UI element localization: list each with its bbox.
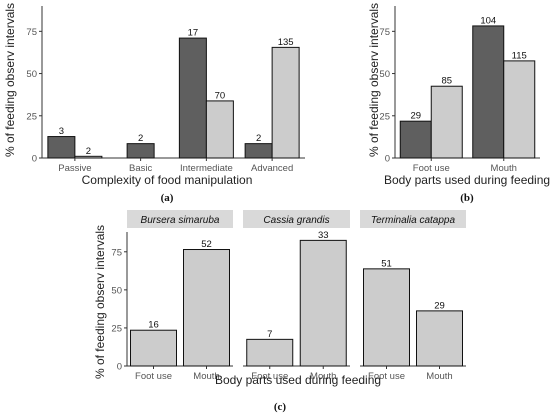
- panel-b-y-tick-label: 0: [385, 154, 390, 165]
- panel-c-facet-3-data-label: 29: [434, 300, 445, 311]
- panel-a-y-tick-label: 75: [26, 27, 37, 38]
- panel-c-y-tick-label: 25: [111, 323, 122, 334]
- panel-c-ylabel: % of feeding observ intervals: [93, 225, 107, 379]
- panel-a-xlabel: Complexity of food manipulation: [82, 173, 253, 187]
- panel-b-xlabel: Body parts used during feeding: [384, 173, 550, 187]
- panel-c-facet-2-data-label: 33: [318, 230, 329, 241]
- panel-a-caption: (a): [161, 192, 174, 204]
- panel-a-data-label: 70: [215, 90, 226, 101]
- panel-c-facet-2-x-tick-label: Foot use: [251, 371, 288, 382]
- panel-c-facet-3-title: Terminalia catappa: [371, 215, 456, 226]
- panel-c-facet-3-strip: [360, 210, 466, 228]
- panel-b-data-label: 85: [441, 76, 452, 87]
- panel-a-x-tick-label: Basic: [129, 163, 152, 174]
- panel-c-facet-1-data-label: 52: [201, 239, 212, 250]
- panel-a-bar: [205, 100, 234, 159]
- panel-b-bar: [430, 85, 463, 159]
- panel-c-facet-2-bar: [299, 239, 347, 367]
- panel-b-x-tick-label: Foot use: [413, 163, 450, 174]
- panel-b-bar: [472, 25, 505, 159]
- panel-a-data-label: 3: [59, 126, 64, 137]
- panel-c-facet-3-x-tick-label: Foot use: [368, 371, 405, 382]
- panel-c-facet-3-x-tick-label: Mouth: [426, 371, 452, 382]
- panel-a-x-tick-label: Advanced: [251, 163, 293, 174]
- panel-a-ylabel: % of feeding observ intervals: [3, 3, 17, 157]
- panel-c-y-tick-label: 75: [111, 247, 122, 258]
- panel-a-data-label: 2: [86, 146, 91, 157]
- panel-a-bar: [47, 136, 76, 159]
- panel-c-facet-3-bar: [416, 310, 463, 367]
- panel-a-x-tick-label: Passive: [58, 163, 91, 174]
- panel-c-y-tick-label: 50: [111, 285, 122, 296]
- panel-b-data-label: 104: [480, 15, 496, 26]
- panel-a-y-tick-label: 25: [26, 111, 37, 122]
- panel-b-ylabel: % of feeding observ intervals: [367, 3, 381, 157]
- panel-c-facet-1-data-label: 16: [148, 320, 159, 331]
- panel-c-caption: (c): [274, 401, 287, 413]
- panel-a-y-tick-label: 50: [26, 69, 37, 80]
- panel-b-y-tick-label: 25: [379, 111, 390, 122]
- panel-a-bar: [74, 155, 103, 159]
- panel-a-bar: [178, 37, 207, 159]
- panel-a-x-tick-label: Intermediate: [180, 163, 233, 174]
- panel-c-facet-1-title: Bursera simaruba: [141, 215, 220, 226]
- panel-c-facet-2-strip: [243, 210, 350, 228]
- panel-c-facet-1-bar: [130, 329, 177, 367]
- panel-b-data-label: 115: [512, 50, 527, 61]
- panel-c-facet-1-bar: [183, 249, 230, 367]
- panel-a-bar: [271, 46, 300, 159]
- panel-c-facet-1-x-tick-label: Mouth: [193, 371, 219, 382]
- panel-c-facet-2-data-label: 7: [267, 329, 272, 340]
- panel-c-facet-2-title: Cassia grandis: [263, 215, 329, 226]
- panel-c-facet-1-x-tick-label: Foot use: [135, 371, 172, 382]
- panel-b-y-tick-label: 75: [379, 27, 390, 38]
- panel-b-bar: [399, 120, 432, 159]
- panel-a-bar: [126, 143, 155, 159]
- panel-a-data-label: 135: [278, 37, 294, 48]
- panel-c-facet-1-strip: [127, 210, 233, 228]
- panel-c-facet-2-bar: [246, 338, 294, 367]
- panel-c-facet-3-data-label: 51: [381, 258, 392, 269]
- panel-b-y-tick-label: 50: [379, 69, 390, 80]
- panel-b-bar: [503, 60, 536, 159]
- panel-c-facet-3-bar: [363, 268, 410, 367]
- panel-a-data-label: 2: [138, 133, 143, 144]
- panel-c-facet-2-x-tick-label: Mouth: [310, 371, 336, 382]
- panel-c-xlabel: Body parts used during feeding: [215, 373, 381, 387]
- panel-b-x-tick-label: Mouth: [491, 163, 517, 174]
- panel-b-data-label: 29: [410, 111, 421, 122]
- panel-c-y-tick-label: 0: [117, 362, 122, 373]
- panel-a-data-label: 17: [188, 28, 199, 39]
- panel-a-y-tick-label: 0: [32, 154, 37, 165]
- panel-a-data-label: 2: [256, 133, 261, 144]
- panel-a-bar: [244, 143, 273, 159]
- panel-b-caption: (b): [460, 192, 474, 204]
